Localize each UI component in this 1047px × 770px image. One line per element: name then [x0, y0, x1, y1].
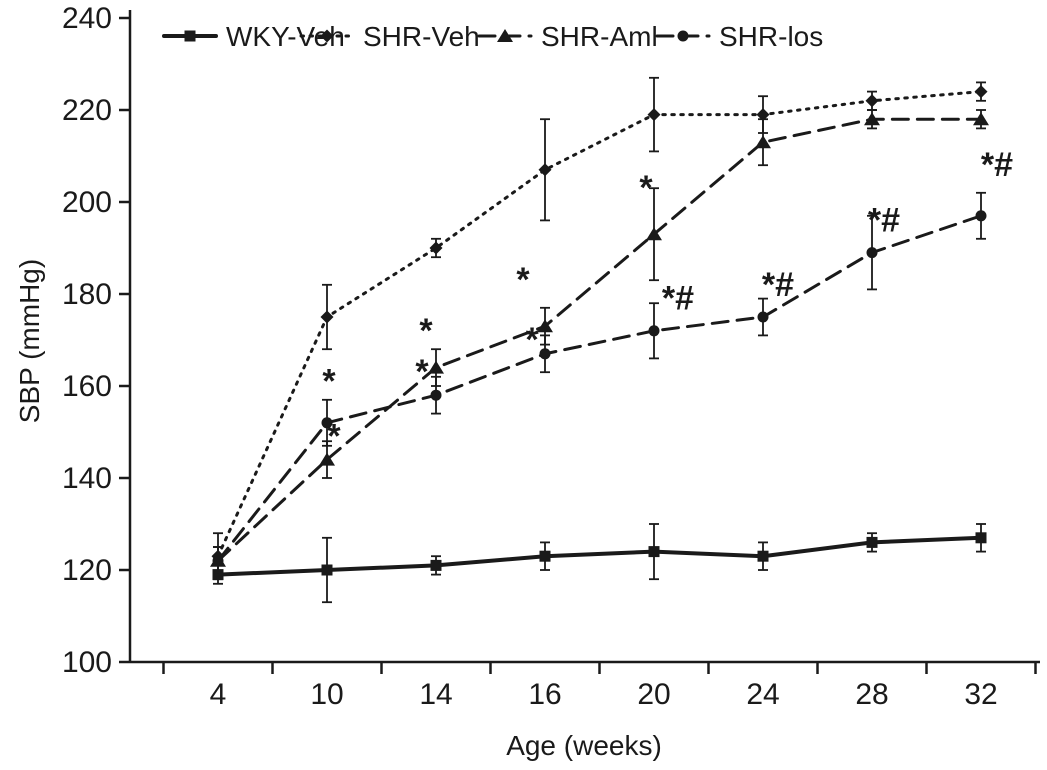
- legend: WKY-Veh SHR-Veh SHR-Aml SHR-los: [162, 21, 823, 52]
- x-tick-label: 4: [210, 678, 227, 711]
- significance-annotation: *#: [868, 201, 900, 239]
- circle-marker-icon: [757, 311, 769, 323]
- circle-marker-icon: [975, 210, 987, 222]
- series-shr-veh: [211, 76, 988, 581]
- y-tick-label: 220: [62, 94, 112, 127]
- square-marker-icon: [321, 564, 333, 576]
- diamond-marker-icon: [756, 108, 770, 122]
- triangle-marker-icon: [319, 452, 335, 466]
- series-wky-veh: [212, 523, 987, 604]
- significance-annotation: *#: [762, 266, 794, 304]
- x-tick-label: 20: [637, 678, 670, 711]
- diamond-marker-icon: [320, 29, 334, 43]
- diamond-marker-icon: [538, 163, 552, 177]
- circle-marker-icon: [539, 348, 551, 360]
- significance-annotation: *: [639, 169, 653, 207]
- x-tick-label: 16: [528, 678, 561, 711]
- triangle-marker-icon: [646, 227, 662, 241]
- diamond-marker-icon: [429, 241, 443, 255]
- square-marker-icon: [757, 550, 769, 562]
- diamond-marker-icon: [865, 94, 879, 108]
- triangle-marker-icon: [428, 360, 444, 374]
- y-tick-label: 100: [62, 646, 112, 679]
- y-tick-label: 200: [62, 186, 112, 219]
- triangle-marker-icon: [864, 112, 880, 126]
- x-tick-label: 32: [964, 678, 997, 711]
- x-tick-label: 14: [419, 678, 452, 711]
- significance-annotation: *#: [981, 146, 1013, 184]
- triangle-marker-icon: [537, 319, 553, 333]
- circle-marker-icon: [648, 325, 660, 337]
- x-tick-label: 10: [310, 678, 343, 711]
- square-marker-icon: [975, 532, 987, 544]
- axes: 100 120 140 160 180 200 220 240 4 10 14 16 20 24 28 32: [62, 2, 1040, 711]
- significance-annotation: *: [415, 353, 429, 391]
- x-axis-title: Age (weeks): [506, 730, 662, 761]
- series-shr-los: [212, 191, 987, 576]
- legend-item-shr-los: SHR-los: [655, 21, 823, 52]
- square-marker-icon: [430, 559, 442, 571]
- square-marker-icon: [539, 550, 551, 562]
- significance-annotations: ********# *#*#*#: [322, 146, 1013, 455]
- square-marker-icon: [184, 30, 196, 42]
- y-tick-label: 240: [62, 2, 112, 35]
- legend-label: SHR-Aml: [541, 21, 658, 52]
- significance-annotation: *: [516, 261, 530, 299]
- circle-marker-icon: [430, 389, 442, 401]
- circle-marker-icon: [677, 30, 689, 42]
- y-tick-label: 140: [62, 462, 112, 495]
- y-axis-title: SBP (mmHg): [14, 258, 45, 424]
- triangle-marker-icon: [755, 135, 771, 149]
- circle-marker-icon: [321, 417, 333, 429]
- x-tick-label: 24: [746, 678, 779, 711]
- legend-item-shr-aml: SHR-Aml: [477, 21, 658, 52]
- legend-label: SHR-los: [719, 21, 823, 52]
- x-tick-label: 28: [855, 678, 888, 711]
- triangle-marker-icon: [497, 29, 513, 42]
- diamond-marker-icon: [647, 108, 661, 122]
- legend-item-shr-veh: SHR-Veh: [299, 21, 480, 52]
- significance-annotation: *: [525, 321, 539, 359]
- significance-annotation: *: [327, 418, 341, 456]
- circle-marker-icon: [212, 555, 224, 567]
- y-tick-label: 160: [62, 370, 112, 403]
- legend-label: SHR-Veh: [363, 21, 480, 52]
- y-tick-label: 120: [62, 554, 112, 587]
- significance-annotation: *#: [662, 280, 694, 318]
- significance-annotation: *: [322, 362, 336, 400]
- significance-annotation: *: [419, 312, 433, 350]
- square-marker-icon: [866, 536, 878, 548]
- square-marker-icon: [648, 546, 660, 558]
- circle-marker-icon: [866, 247, 878, 259]
- triangle-marker-icon: [973, 112, 989, 126]
- y-tick-label: 180: [62, 278, 112, 311]
- diamond-marker-icon: [974, 85, 988, 99]
- diamond-marker-icon: [320, 310, 334, 324]
